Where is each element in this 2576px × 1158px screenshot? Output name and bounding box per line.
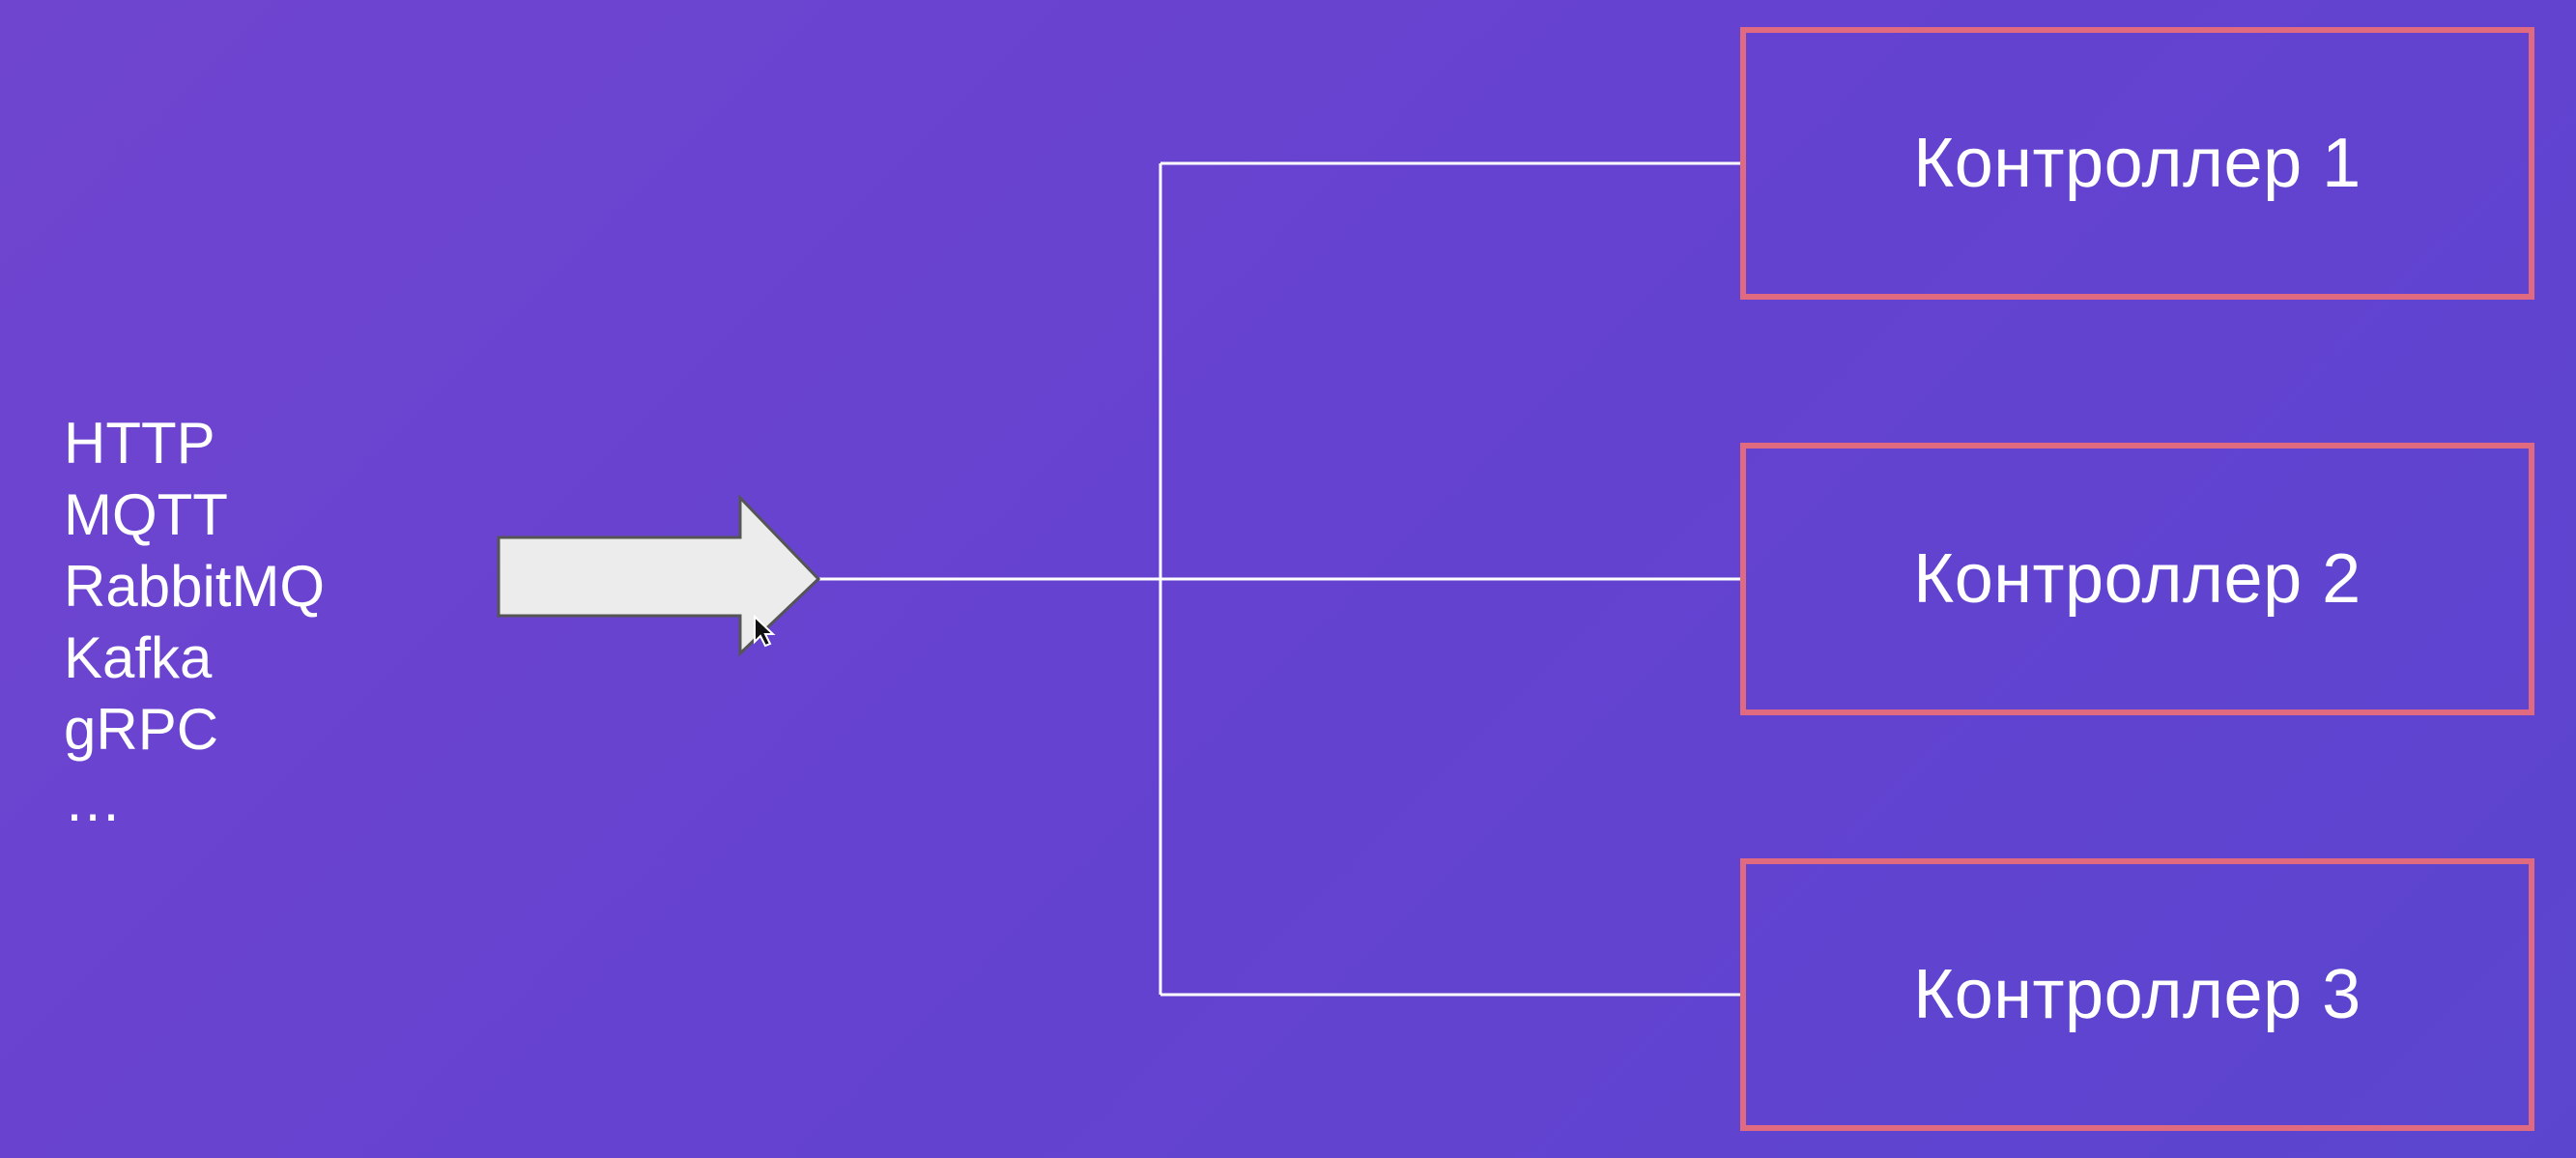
controller-label-1: Контроллер 1 [1913,125,2361,202]
protocol-item: … [64,768,122,833]
protocol-item: RabbitMQ [64,554,326,619]
mouse-cursor-icon [754,614,776,648]
protocol-item: MQTT [64,482,228,547]
controller-label-2: Контроллер 2 [1913,540,2361,618]
protocol-item: Kafka [64,625,213,690]
flow-arrow-icon [497,494,821,657]
protocol-item: gRPC [64,697,219,762]
controller-box-3: Контроллер 3 [1740,858,2534,1131]
connector-lines [819,161,1740,997]
protocol-list: HTTP MQTT RabbitMQ Kafka gRPC … [64,408,325,837]
controller-box-2: Контроллер 2 [1740,443,2534,715]
controller-box-1: Контроллер 1 [1740,27,2534,300]
protocol-item: HTTP [64,411,215,476]
controller-label-3: Контроллер 3 [1913,956,2361,1033]
